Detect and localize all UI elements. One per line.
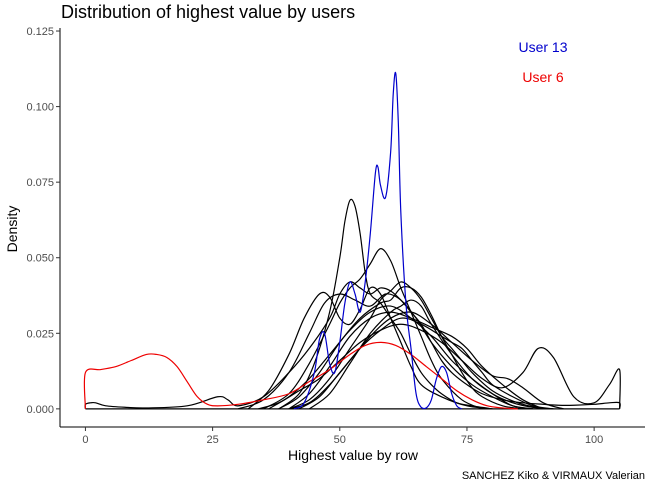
series-group — [83, 71, 621, 410]
x-tick-label: 0 — [82, 434, 88, 446]
series-line — [247, 286, 493, 410]
x-tick-label: 100 — [585, 434, 603, 446]
legend: User 13 User 6 — [518, 39, 567, 85]
series-line — [84, 281, 621, 409]
series-line — [288, 311, 544, 410]
y-tick-label: 0.000 — [26, 404, 54, 416]
y-tick-label: 0.125 — [26, 26, 54, 38]
y-tick-label: 0.075 — [26, 177, 54, 189]
chart-caption: SANCHEZ Kiko & VIRMAUX Valerian — [462, 470, 645, 482]
x-tick-label: 50 — [334, 434, 346, 446]
series-line — [308, 299, 554, 410]
annotation-label: User 6 — [522, 69, 563, 85]
annotation-label: User 13 — [518, 39, 567, 55]
plot-area — [59, 28, 645, 428]
x-axis-title: Highest value by row — [288, 447, 419, 463]
series-line — [237, 293, 534, 410]
series-user-6 — [83, 341, 518, 410]
x-tick-label: 75 — [461, 434, 473, 446]
y-tick-label: 0.100 — [26, 102, 54, 114]
series-line — [288, 311, 564, 410]
series-line — [258, 323, 621, 410]
y-tick-label: 0.050 — [26, 253, 54, 265]
y-axis-title: Density — [4, 206, 20, 253]
y-tick-label: 0.025 — [26, 328, 54, 340]
series-user-13 — [293, 71, 463, 410]
y-axis: 0.000 0.025 0.050 0.075 0.100 0.125 — [26, 26, 60, 416]
chart-title: Distribution of highest value by users — [61, 2, 355, 22]
series-line — [288, 281, 544, 410]
x-tick-label: 25 — [206, 434, 218, 446]
x-axis: 0 25 50 75 100 — [82, 427, 603, 446]
